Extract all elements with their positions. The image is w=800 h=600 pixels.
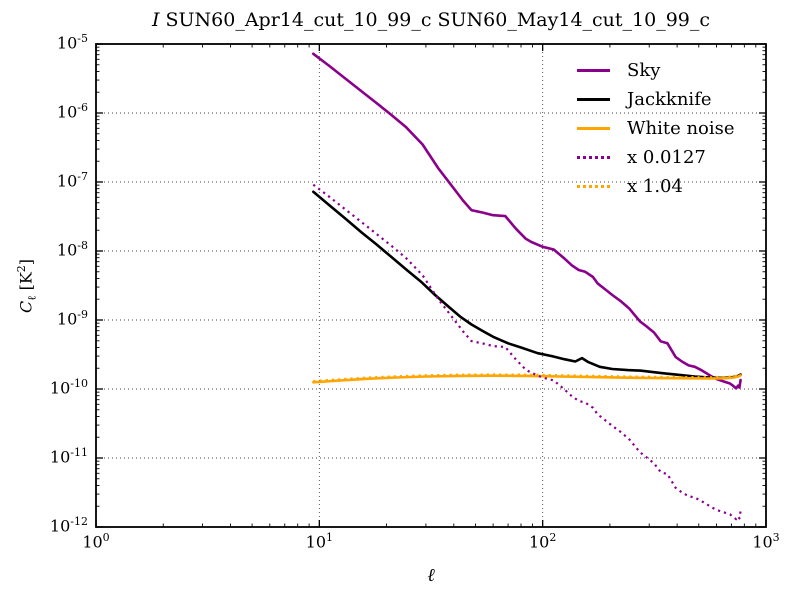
x-tick-label: 102 (528, 531, 557, 552)
y-tick-label: 10-6 (56, 101, 88, 122)
x-tick-label: 101 (305, 531, 333, 552)
y-tick-label: 10-11 (49, 446, 88, 467)
legend-entry-scaled-sky: x 0.0127 (577, 143, 735, 172)
grid-lines (96, 44, 766, 527)
x-tick-label: 103 (752, 531, 780, 552)
ylabel-unit-open: [K (16, 272, 36, 296)
legend-label-scaled-white-noise: x 1.04 (627, 176, 683, 197)
y-axis-label: Cℓ [K2] (15, 211, 39, 361)
legend-line-sample-white-noise (577, 127, 610, 130)
series-line-jackknife (312, 190, 742, 380)
legend-label-jackknife: Jackknife (627, 89, 712, 110)
y-tick-label: 10-12 (49, 515, 88, 536)
axis-ticks (95, 43, 767, 528)
series-line-x-0-0127 (312, 183, 742, 521)
chart-title: I SUN60_Apr14_cut_10_99_c SUN60_May14_cu… (96, 9, 766, 31)
legend-line-sample-jackknife (577, 98, 610, 101)
plot-spines (95, 43, 767, 528)
legend-line-sample-scaled-white-noise (577, 185, 610, 188)
y-tick-label: 10-8 (56, 239, 88, 260)
x-tick-label: 100 (82, 531, 110, 552)
legend-entry-jackknife: Jackknife (577, 85, 735, 114)
series-group (312, 52, 742, 521)
legend-label-sky: Sky (627, 60, 661, 81)
legend-entry-white-noise: White noise (577, 114, 735, 143)
legend: Sky Jackknife White noise x 0.0127 x 1.0… (577, 56, 735, 201)
ylabel-unit-close: ] (16, 258, 36, 266)
y-tick-label: 10-5 (56, 32, 88, 53)
series-line-sky (312, 52, 742, 390)
y-tick-label: 10-10 (49, 377, 88, 398)
y-tick-label: 10-7 (56, 170, 88, 191)
title-text: SUN60_Apr14_cut_10_99_c SUN60_May14_cut_… (165, 9, 711, 31)
ylabel-unit-exponent: 2 (15, 265, 28, 273)
legend-entry-sky: Sky (577, 56, 735, 85)
legend-line-sample-scaled-sky (577, 156, 610, 159)
legend-line-sample-sky (577, 69, 610, 72)
series-line-white-noise (312, 374, 742, 384)
legend-entry-scaled-white-noise: x 1.04 (577, 172, 735, 201)
legend-label-scaled-sky: x 0.0127 (627, 147, 706, 168)
y-tick-label: 10-9 (56, 308, 88, 329)
legend-label-white-noise: White noise (627, 118, 735, 139)
x-axis-label: ℓ (427, 565, 435, 586)
title-math-symbol: I (151, 9, 166, 31)
ylabel-subscript: ℓ (25, 295, 39, 301)
